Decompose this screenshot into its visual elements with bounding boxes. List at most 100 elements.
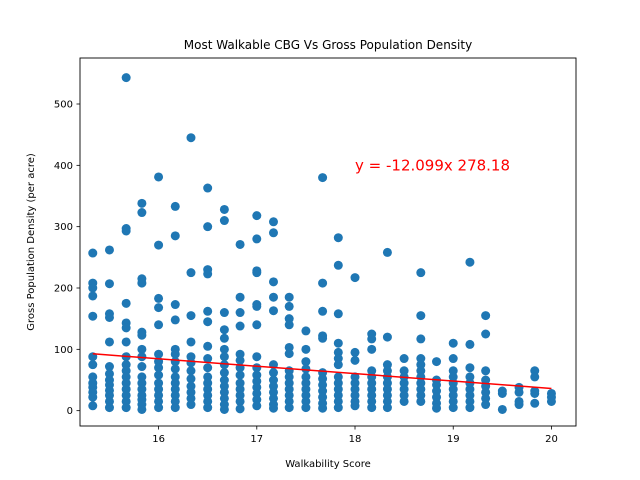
data-point <box>121 337 131 347</box>
data-point <box>367 344 377 354</box>
data-point <box>301 326 311 336</box>
data-point <box>203 354 213 364</box>
data-point <box>448 338 458 348</box>
data-point <box>219 360 229 370</box>
data-point <box>154 403 164 413</box>
data-point <box>170 231 180 241</box>
data-point <box>186 268 196 278</box>
data-point <box>219 204 229 214</box>
data-point <box>104 362 114 372</box>
data-point <box>121 298 131 308</box>
data-point <box>268 368 278 378</box>
data-point <box>284 301 294 311</box>
data-point <box>530 388 540 398</box>
data-point <box>219 333 229 343</box>
data-point <box>252 301 262 311</box>
data-point <box>219 404 229 414</box>
data-point <box>333 360 343 370</box>
data-point <box>367 403 377 413</box>
data-point <box>268 292 278 302</box>
data-point <box>318 333 328 343</box>
data-point <box>497 404 507 414</box>
data-point <box>546 396 556 406</box>
data-point <box>137 344 147 354</box>
y-tick-label: 0 <box>67 406 73 417</box>
data-point <box>154 293 164 303</box>
data-point <box>530 372 540 382</box>
data-point <box>481 311 491 321</box>
y-tick-label: 100 <box>54 345 73 356</box>
y-tick-label: 500 <box>54 100 73 111</box>
data-point <box>268 217 278 227</box>
data-point <box>137 198 147 208</box>
data-point <box>203 183 213 193</box>
data-point <box>154 370 164 380</box>
data-point <box>268 403 278 413</box>
data-point <box>154 240 164 250</box>
data-point <box>203 222 213 232</box>
regression-layer <box>92 353 552 390</box>
data-point <box>154 320 164 330</box>
data-point <box>382 247 392 257</box>
data-point <box>333 338 343 348</box>
data-point <box>448 354 458 364</box>
data-point <box>465 403 475 413</box>
y-axis-label: Gross Population Density (per acre) <box>26 153 37 331</box>
data-point <box>333 260 343 270</box>
data-point <box>88 283 98 293</box>
data-point <box>465 257 475 267</box>
data-point <box>121 73 131 83</box>
data-point <box>219 308 229 318</box>
data-point <box>382 403 392 413</box>
data-point <box>350 401 360 411</box>
data-point <box>382 332 392 342</box>
data-point <box>219 368 229 378</box>
data-point <box>416 396 426 406</box>
plot-frame <box>79 57 577 427</box>
data-point <box>88 248 98 258</box>
data-point <box>203 403 213 413</box>
regression-equation-label: y = -12.099x 278.18 <box>355 156 510 174</box>
data-point <box>154 349 164 359</box>
data-point <box>416 311 426 321</box>
data-point <box>186 337 196 347</box>
data-point <box>186 311 196 321</box>
data-point <box>219 352 229 362</box>
data-point <box>416 334 426 344</box>
data-point <box>301 403 311 413</box>
data-point <box>170 201 180 211</box>
data-point <box>318 278 328 288</box>
data-point <box>252 352 262 362</box>
data-point <box>88 401 98 411</box>
data-point <box>235 239 245 249</box>
x-axis: 16 17 18 19 20 <box>152 426 558 445</box>
y-tick-label: 400 <box>54 161 73 172</box>
x-tick-label: 17 <box>250 434 263 445</box>
data-point <box>514 400 524 410</box>
x-tick-label: 19 <box>447 434 460 445</box>
data-point <box>301 344 311 354</box>
data-point <box>399 354 409 364</box>
data-point <box>514 387 524 397</box>
data-point <box>333 403 343 413</box>
data-point <box>350 355 360 365</box>
chart-title: Most Walkable CBG Vs Gross Population De… <box>184 38 472 52</box>
data-point <box>121 323 131 333</box>
data-point <box>170 300 180 310</box>
data-point <box>497 388 507 398</box>
data-point <box>186 358 196 368</box>
data-point <box>88 291 98 301</box>
data-point <box>235 308 245 318</box>
data-point <box>170 349 180 359</box>
data-point <box>137 404 147 414</box>
data-point <box>367 334 377 344</box>
data-point <box>203 306 213 316</box>
data-point <box>154 363 164 373</box>
data-point <box>530 398 540 408</box>
data-point <box>268 306 278 316</box>
data-point <box>137 278 147 288</box>
regression-line <box>92 353 552 390</box>
data-point <box>252 268 262 278</box>
data-point <box>170 315 180 325</box>
data-point <box>235 321 245 331</box>
